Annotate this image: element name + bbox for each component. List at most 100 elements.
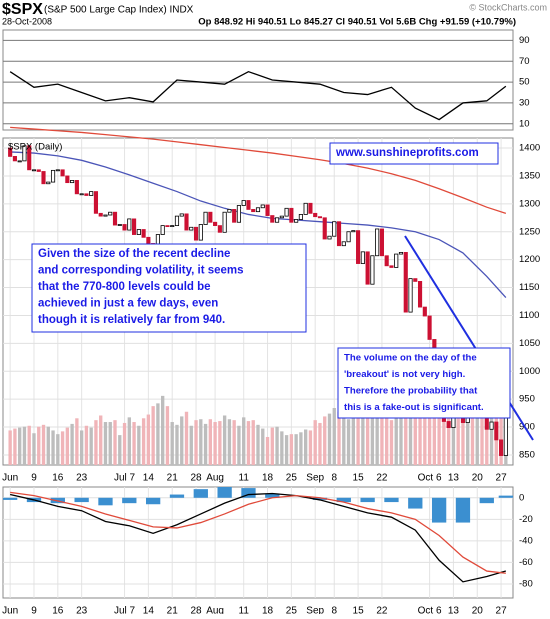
candle xyxy=(336,221,342,247)
histogram-bar xyxy=(384,497,399,503)
x-tick-label: Jul 7 xyxy=(114,473,136,484)
candle xyxy=(289,207,294,223)
annotation-text: 'breakout' is not very high. xyxy=(344,369,465,380)
y-tick-label: -60 xyxy=(519,557,533,568)
candle xyxy=(241,200,246,206)
x-tick-label: 14 xyxy=(143,606,155,614)
annotation-text: that the 770-800 levels could be xyxy=(38,281,211,293)
volume-bar xyxy=(32,433,36,465)
volume-bar xyxy=(356,401,360,465)
candle xyxy=(179,213,184,217)
histogram-bar xyxy=(217,487,232,498)
y-tick-label: 1400 xyxy=(519,143,540,154)
candle xyxy=(365,251,370,285)
volume-bar xyxy=(151,406,155,465)
y-tick-label: 90 xyxy=(519,35,530,46)
candle xyxy=(317,216,323,219)
volume-bar xyxy=(213,422,217,465)
histogram-bar xyxy=(145,497,161,505)
x-tick-label: Aug xyxy=(206,473,224,484)
candle xyxy=(427,315,432,340)
x-tick-label: 8 xyxy=(331,606,337,614)
histogram-bar xyxy=(455,497,471,523)
candle xyxy=(184,213,189,231)
y-tick-label: 1000 xyxy=(519,366,540,377)
candle xyxy=(36,169,41,172)
candle xyxy=(65,175,70,184)
candle xyxy=(274,217,280,223)
candle xyxy=(255,207,261,213)
volume-bar xyxy=(337,411,341,465)
candle xyxy=(93,191,99,214)
y-tick-label: 1050 xyxy=(519,338,540,349)
y-tick-label: 1100 xyxy=(519,310,539,321)
candle xyxy=(103,214,108,217)
volume-bar xyxy=(365,376,370,465)
volume-bar xyxy=(127,417,131,465)
series-line xyxy=(10,491,506,574)
volume-bar xyxy=(108,422,112,465)
volume-bar xyxy=(199,419,203,465)
annotation-box xyxy=(337,347,511,419)
x-tick-label: 20 xyxy=(472,606,484,614)
x-tick-label: 25 xyxy=(286,473,298,484)
volume-bar xyxy=(246,421,251,465)
annotation-text: The volume on the day of the xyxy=(344,353,477,364)
series-line xyxy=(10,151,507,299)
volume-bar xyxy=(299,432,303,465)
volume-bar xyxy=(261,428,265,465)
candle xyxy=(50,169,56,183)
candle xyxy=(298,214,303,220)
volume-bar xyxy=(70,423,74,465)
x-tick-label: Oct 6 xyxy=(418,606,442,614)
volume-bar xyxy=(408,412,413,465)
volume-bar xyxy=(475,412,479,465)
annotation-text: achieved in just a few days, even xyxy=(38,298,218,310)
x-tick-label: 16 xyxy=(52,473,64,484)
volume-bar xyxy=(222,415,227,465)
index-name: (S&P 500 Large Cap Index) INDX xyxy=(44,5,194,16)
volume-bar xyxy=(84,425,89,465)
annotation-box xyxy=(31,243,307,333)
x-tick-label: Oct 6 xyxy=(418,473,442,484)
volume-bar xyxy=(113,420,117,465)
volume-bar xyxy=(65,427,70,465)
volume-bar xyxy=(404,379,408,465)
candle xyxy=(17,160,22,163)
candle xyxy=(370,255,375,285)
candle xyxy=(413,278,418,282)
candle xyxy=(60,169,65,177)
histogram-bar xyxy=(312,497,328,500)
histogram-bar xyxy=(169,494,185,498)
candle xyxy=(41,171,46,185)
volume-bar xyxy=(227,419,232,465)
y-tick-label: 70 xyxy=(519,56,530,67)
y-tick-label: -40 xyxy=(519,535,533,546)
candle xyxy=(55,169,60,172)
candle xyxy=(384,255,389,267)
x-tick-label: Sep xyxy=(306,606,324,614)
volume-bar xyxy=(118,435,122,465)
candle xyxy=(213,221,218,227)
y-tick-label: 1200 xyxy=(519,254,540,265)
candle xyxy=(31,169,37,172)
candle xyxy=(489,421,494,430)
x-tick-label: 13 xyxy=(448,473,460,484)
symbol: $SPX xyxy=(2,1,43,18)
volume-bar xyxy=(485,408,489,465)
histogram-bar xyxy=(74,497,89,503)
histogram-bar xyxy=(360,497,375,503)
volume-bar xyxy=(456,393,460,465)
candle xyxy=(208,211,213,223)
volume-bar xyxy=(280,431,284,465)
x-tick-label: Jun xyxy=(2,473,18,484)
volume-bar xyxy=(122,422,127,465)
volume-bar xyxy=(89,427,93,465)
x-tick-label: 18 xyxy=(262,606,274,614)
volume-bar xyxy=(146,414,151,465)
candle xyxy=(417,281,423,308)
candle xyxy=(74,180,79,195)
x-tick-label: 21 xyxy=(167,473,179,484)
volume-bar xyxy=(180,416,184,465)
